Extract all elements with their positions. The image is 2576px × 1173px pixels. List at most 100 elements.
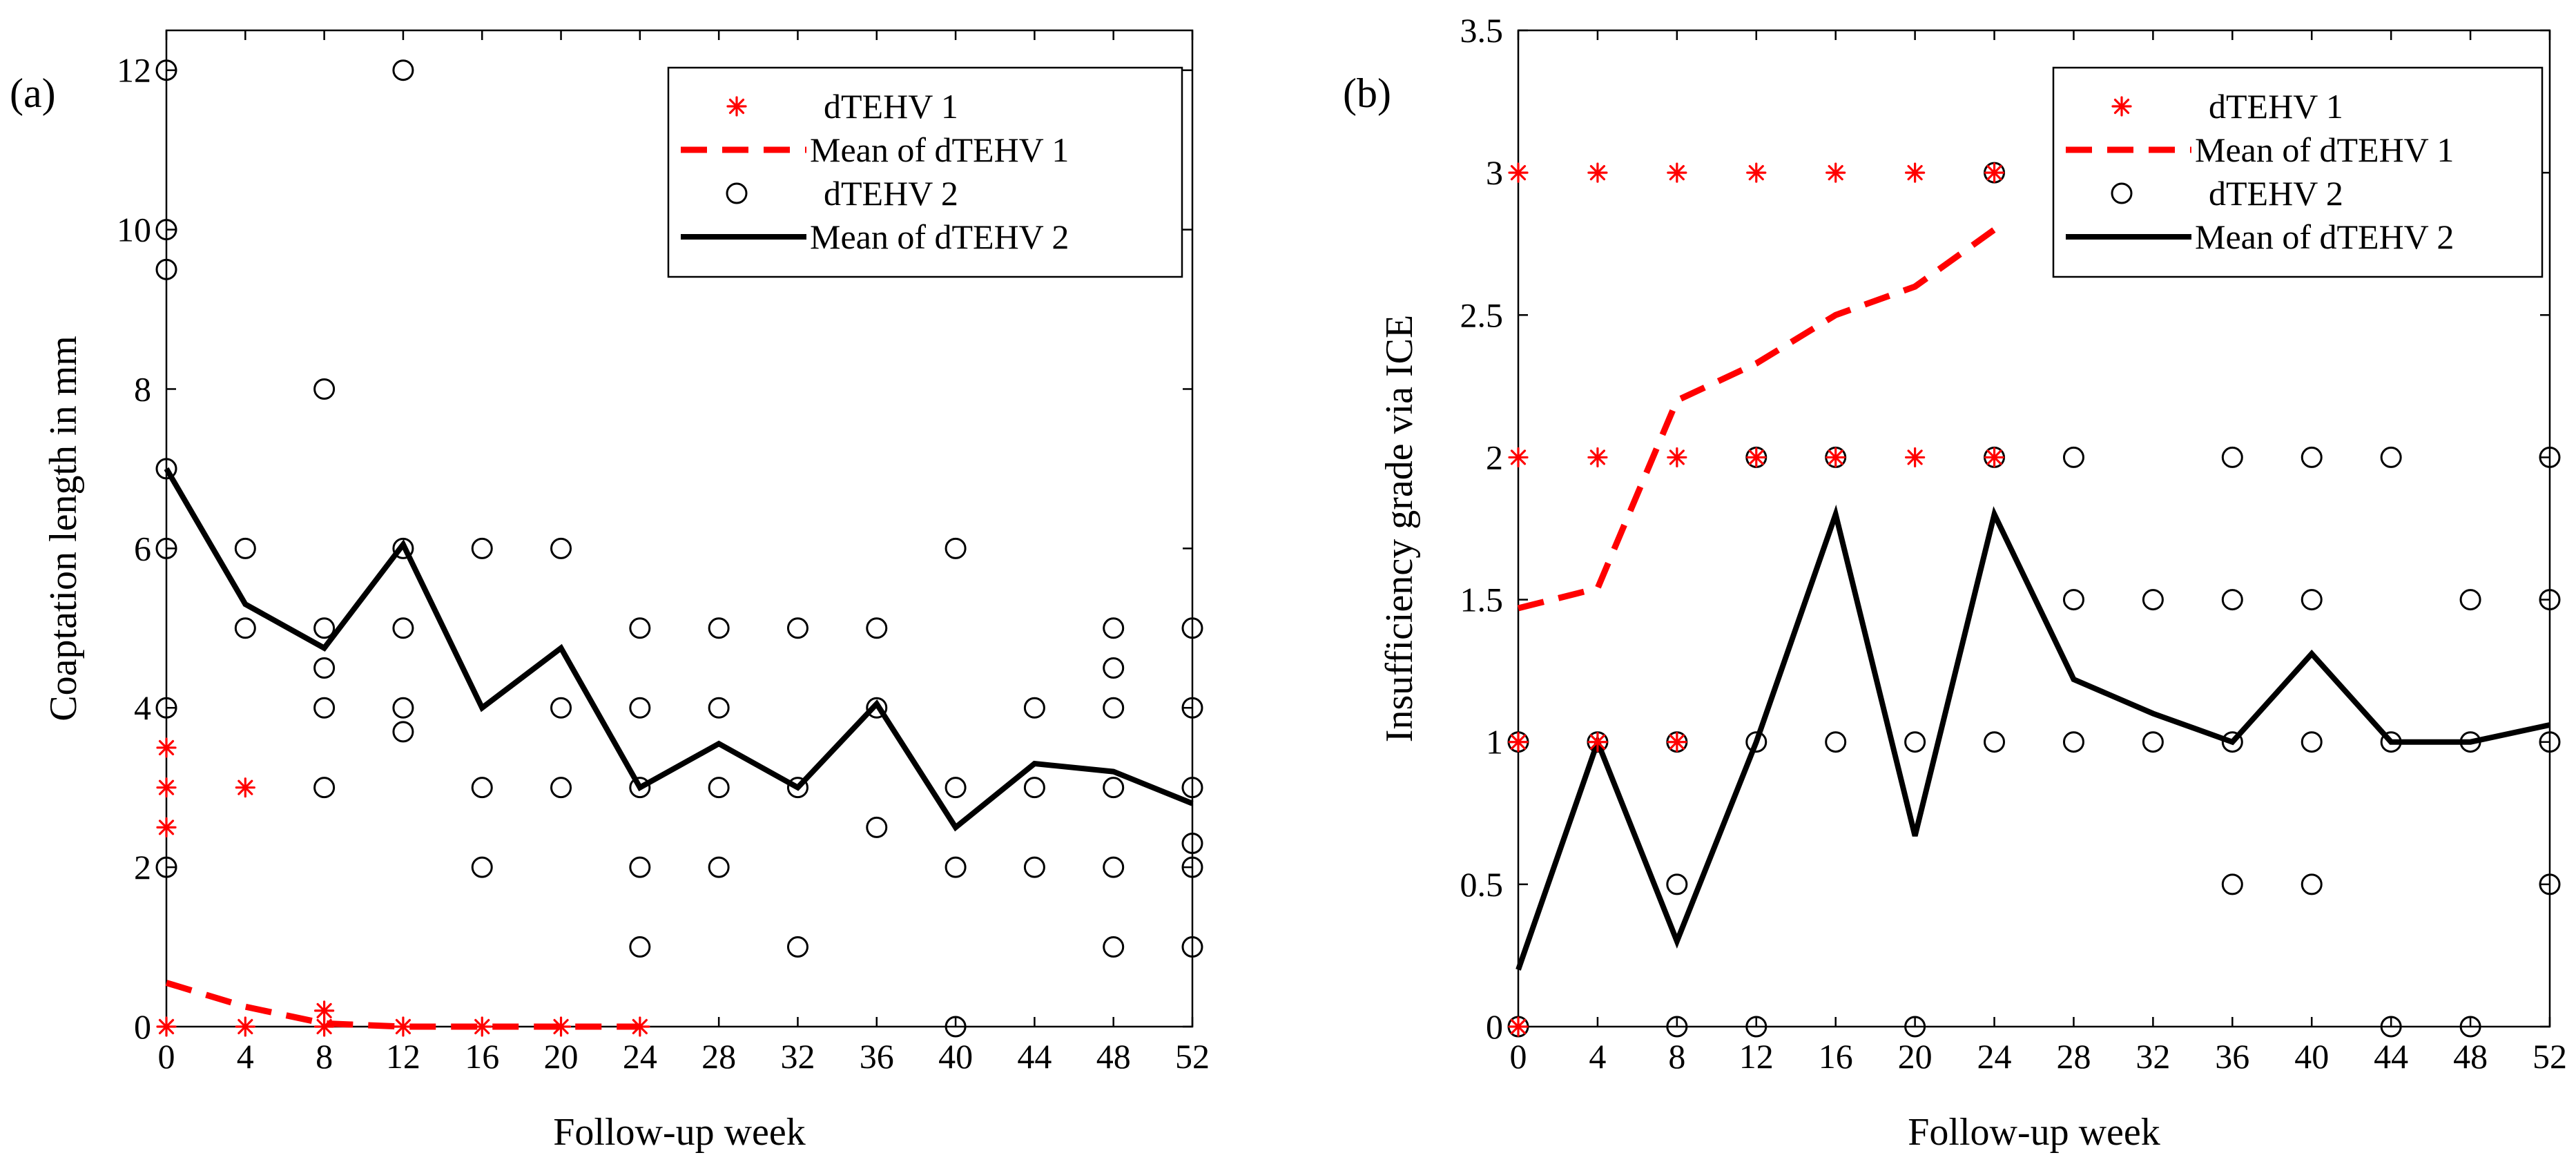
- y-tick-label: 0: [1486, 1007, 1503, 1046]
- x-tick-label: 8: [1668, 1037, 1685, 1076]
- data-point-dtehv1: [1508, 732, 1529, 753]
- data-point-dtehv2: [708, 856, 730, 878]
- data-point-dtehv2: [2380, 1016, 2402, 1038]
- chart-panel-a: 0 4 8 12 16 20 24 28 32 36 40 44 48 52024681012Follow…: [10, 29, 1210, 1154]
- data-point-dtehv2: [2539, 589, 2561, 611]
- data-point-dtehv2: [234, 537, 256, 559]
- data-point-dtehv2: [550, 777, 572, 799]
- data-point-dtehv1: [1984, 162, 2005, 183]
- data-point-dtehv1: [1984, 447, 2005, 468]
- data-point-dtehv2: [629, 856, 651, 878]
- data-point-dtehv2: [550, 537, 572, 559]
- data-point-dtehv2: [2539, 873, 2561, 895]
- data-point-dtehv2: [1904, 1016, 1926, 1038]
- chart-panel-b: 0 4 8 12 16 20 24 28 32 36 40 44 48 5200.511.522.533.…: [1343, 11, 2567, 1154]
- data-point-dtehv1: [1905, 162, 1926, 183]
- panel-label: (b): [1343, 70, 1391, 116]
- data-point-dtehv1: [156, 737, 177, 758]
- data-point-dtehv2: [2380, 446, 2402, 468]
- x-tick-label: 12: [386, 1037, 420, 1076]
- x-tick-label: 36: [2215, 1037, 2249, 1076]
- data-point-dtehv1: [235, 777, 255, 798]
- data-point-dtehv2: [392, 697, 414, 719]
- data-point-dtehv2: [629, 777, 651, 799]
- data-point-dtehv2: [155, 458, 177, 480]
- data-point-dtehv1: [1508, 447, 1529, 468]
- x-tick-label: 44: [2374, 1037, 2408, 1076]
- y-tick-label: 2: [1486, 438, 1503, 476]
- x-tick-label: 48: [2453, 1037, 2488, 1076]
- data-point-dtehv2: [2142, 731, 2164, 753]
- x-tick-label: 28: [701, 1037, 736, 1076]
- data-point-dtehv2: [2062, 589, 2084, 611]
- data-point-dtehv2: [1181, 697, 1203, 719]
- legend-entry-label: dTEHV 2: [2209, 174, 2343, 213]
- data-point-dtehv2: [2221, 589, 2243, 611]
- data-point-dtehv2: [155, 258, 177, 280]
- data-point-dtehv2: [471, 777, 493, 799]
- data-point-dtehv2: [945, 856, 967, 878]
- data-point-dtehv1: [156, 777, 177, 798]
- data-point-dtehv2: [2221, 873, 2243, 895]
- data-point-dtehv2: [1103, 777, 1125, 799]
- x-tick-label: 40: [2294, 1037, 2329, 1076]
- legend-entry-label: dTEHV 1: [824, 87, 958, 126]
- data-point-dtehv2: [786, 617, 808, 639]
- y-axis-label: Coaptation length in mm: [42, 336, 85, 721]
- legend-entry-label: dTEHV 2: [824, 174, 958, 213]
- data-point-dtehv2: [2062, 446, 2084, 468]
- data-point-dtehv1: [156, 1016, 177, 1037]
- data-point-dtehv2: [2459, 731, 2481, 753]
- x-tick-label: 4: [1589, 1037, 1606, 1076]
- data-point-dtehv2: [1745, 731, 1768, 753]
- x-tick-label: 16: [465, 1037, 499, 1076]
- data-point-dtehv2: [1023, 697, 1045, 719]
- data-point-dtehv2: [786, 936, 808, 958]
- legend: dTEHV 1 Mean of dTEHV 1 dTEHV 2 Mean of dTE…: [667, 66, 1183, 278]
- data-point-dtehv2: [1904, 731, 1926, 753]
- data-point-dtehv2: [313, 617, 336, 639]
- data-point-dtehv2: [629, 697, 651, 719]
- data-point-dtehv2: [1181, 777, 1203, 799]
- data-point-dtehv2: [2301, 446, 2323, 468]
- mean-line-dtehv1: [1517, 226, 1997, 612]
- data-point-dtehv2: [945, 537, 967, 559]
- data-point-dtehv2: [392, 59, 414, 81]
- data-point-dtehv2: [2221, 446, 2243, 468]
- data-point-dtehv2: [313, 777, 336, 799]
- data-point-dtehv2: [708, 617, 730, 639]
- data-point-dtehv2: [1181, 617, 1203, 639]
- y-tick-label: 3: [1486, 153, 1503, 192]
- data-point-dtehv2: [708, 697, 730, 719]
- x-axis-label: Follow-up week: [1908, 1111, 2160, 1154]
- legend-entry-label: Mean of dTEHV 2: [2195, 217, 2454, 256]
- mean-line-dtehv2: [1515, 504, 2550, 971]
- data-point-dtehv2: [629, 617, 651, 639]
- data-point-dtehv1: [1746, 447, 1767, 468]
- data-point-dtehv2: [2539, 731, 2561, 753]
- x-tick-label: 32: [780, 1037, 815, 1076]
- data-point-dtehv2: [1103, 936, 1125, 958]
- data-point-dtehv1: [1826, 447, 1846, 468]
- y-tick-label: 4: [134, 688, 151, 727]
- legend-asterisk-marker: [726, 96, 747, 117]
- x-tick-label: 52: [2533, 1037, 2567, 1076]
- x-axis-label: Follow-up week: [553, 1111, 806, 1154]
- data-point-dtehv2: [392, 537, 414, 559]
- data-point-dtehv2: [550, 697, 572, 719]
- y-tick-label: 3.5: [1460, 11, 1504, 50]
- plot-area: [1507, 162, 2561, 1038]
- data-point-dtehv2: [945, 1016, 967, 1038]
- axes-frame: [1517, 29, 2551, 1028]
- legend-entry-label: Mean of dTEHV 1: [810, 130, 1069, 169]
- data-point-dtehv2: [1666, 873, 1688, 895]
- data-point-dtehv2: [313, 697, 336, 719]
- data-point-dtehv2: [1825, 731, 1847, 753]
- data-point-dtehv2: [786, 777, 808, 799]
- y-tick-label: 8: [134, 369, 151, 408]
- data-point-dtehv2: [313, 657, 336, 679]
- data-point-dtehv1: [156, 817, 177, 838]
- y-tick-label: 2: [134, 848, 151, 886]
- data-point-dtehv2: [708, 777, 730, 799]
- x-tick-label: 0: [158, 1037, 175, 1076]
